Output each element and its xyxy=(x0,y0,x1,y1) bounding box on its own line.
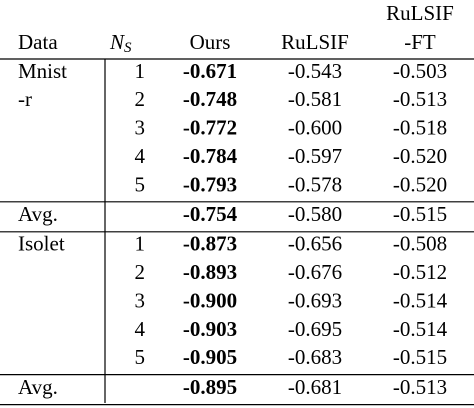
avg-label: Avg. xyxy=(18,202,58,226)
header-cell: -FT xyxy=(404,30,436,54)
cell: 1 xyxy=(135,59,146,83)
cell: -0.793 xyxy=(183,172,237,196)
cell: -0.895 xyxy=(183,375,237,399)
cell: -0.581 xyxy=(288,87,342,111)
cell: -0.693 xyxy=(288,288,342,312)
group-label: Isolet xyxy=(18,232,65,256)
cell: -0.784 xyxy=(183,144,238,168)
cell: -0.514 xyxy=(393,288,448,312)
group-label: -r xyxy=(18,87,32,111)
cell: -0.597 xyxy=(288,144,342,168)
cell: -0.683 xyxy=(288,345,342,369)
header-cell: Data xyxy=(18,30,58,54)
group-label: Mnist xyxy=(18,59,67,83)
cell: -0.515 xyxy=(393,202,447,226)
symbol: N xyxy=(109,30,125,54)
cell: -0.900 xyxy=(183,288,237,312)
cell: -0.503 xyxy=(393,59,447,83)
cell: 2 xyxy=(135,87,146,111)
header-cell: RuLSIF xyxy=(386,1,454,25)
header-cell: RuLSIF xyxy=(281,30,349,54)
cell: 3 xyxy=(135,116,146,140)
cell: -0.893 xyxy=(183,260,237,284)
cell: 5 xyxy=(135,345,146,369)
cell: -0.578 xyxy=(288,172,342,196)
cell: -0.518 xyxy=(393,116,447,140)
cell: 5 xyxy=(135,172,146,196)
cell: -0.903 xyxy=(183,317,237,341)
cell: 3 xyxy=(135,288,146,312)
cell: -0.514 xyxy=(393,317,448,341)
cell: -0.513 xyxy=(393,87,447,111)
cell: 2 xyxy=(135,260,146,284)
cell: -0.681 xyxy=(288,375,342,399)
cell: -0.772 xyxy=(183,116,237,140)
cell: -0.600 xyxy=(288,116,342,140)
cell: -0.520 xyxy=(393,172,447,196)
cell: 1 xyxy=(135,232,146,256)
cell: 4 xyxy=(135,317,146,341)
cell: -0.671 xyxy=(183,59,237,83)
cell: -0.748 xyxy=(183,87,237,111)
cell: -0.695 xyxy=(288,317,342,341)
cell: -0.508 xyxy=(393,232,447,256)
header-cell: NS xyxy=(109,30,132,57)
cell: -0.520 xyxy=(393,144,447,168)
cell: -0.512 xyxy=(393,260,447,284)
cell: -0.754 xyxy=(183,202,238,226)
cell: -0.873 xyxy=(183,232,237,256)
cell: -0.515 xyxy=(393,345,447,369)
header-cell: Ours xyxy=(190,30,231,54)
avg-label: Avg. xyxy=(18,375,58,399)
cell: -0.656 xyxy=(288,232,342,256)
cell: -0.513 xyxy=(393,375,447,399)
subscript: S xyxy=(124,40,132,56)
cell: 4 xyxy=(135,144,146,168)
cell: -0.905 xyxy=(183,345,237,369)
cell: -0.543 xyxy=(288,59,342,83)
cell: -0.580 xyxy=(288,202,342,226)
cell: -0.676 xyxy=(288,260,342,284)
